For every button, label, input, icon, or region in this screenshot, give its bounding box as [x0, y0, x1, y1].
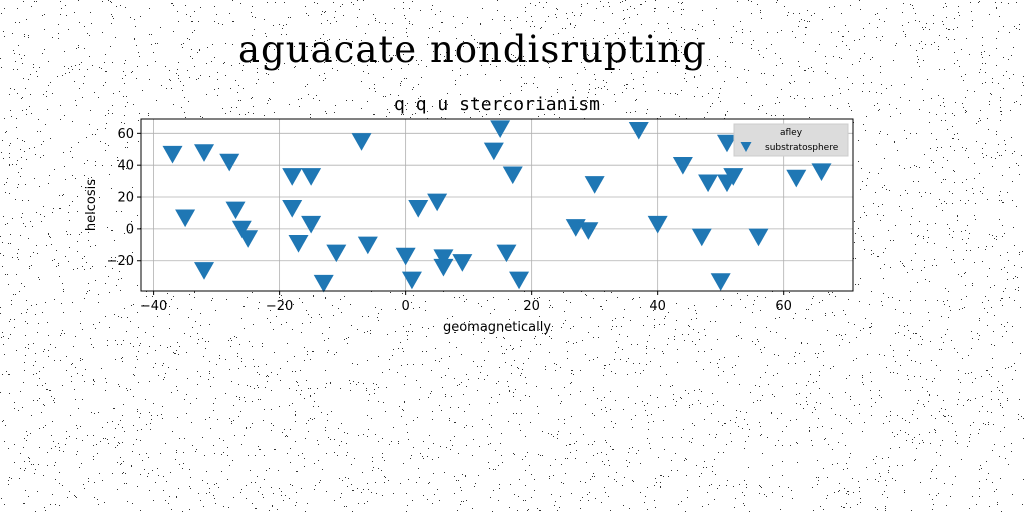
- data-point: [175, 209, 196, 228]
- x-axis-ticks: −40 −20 0 20 40 60: [140, 291, 792, 314]
- legend: afley substratosphere: [733, 123, 849, 157]
- data-point: [716, 134, 737, 153]
- data-point: [628, 121, 649, 140]
- data-point: [578, 222, 599, 240]
- data-point: [811, 163, 832, 181]
- data-point: [288, 235, 309, 253]
- legend-title: afley: [780, 128, 803, 138]
- data-point: [748, 228, 769, 247]
- legend-entry-label: substratosphere: [765, 143, 839, 153]
- y-tick-label: 20: [117, 191, 134, 206]
- data-point: [647, 215, 668, 234]
- data-point: [395, 247, 416, 266]
- data-point: [502, 166, 523, 185]
- y-axis-ticks: −20 0 20 40 60: [107, 127, 141, 269]
- data-point: [351, 133, 372, 151]
- data-point: [238, 230, 259, 248]
- x-tick-label: −40: [140, 299, 167, 314]
- data-point: [490, 120, 511, 138]
- y-axis-label: helcosis: [84, 179, 99, 231]
- data-point: [225, 201, 246, 220]
- y-tick-label: 0: [126, 222, 134, 237]
- data-point: [496, 244, 517, 263]
- data-point: [723, 168, 744, 186]
- data-point: [194, 262, 215, 280]
- data-point: [698, 174, 719, 193]
- data-point: [509, 271, 530, 290]
- x-axis-label: geomagnetically: [443, 320, 551, 335]
- x-tick-label: 40: [649, 299, 666, 314]
- data-point: [301, 168, 322, 186]
- legend-box: [733, 123, 849, 157]
- data-point: [433, 249, 454, 267]
- data-point: [194, 144, 215, 162]
- data-point: [691, 228, 712, 247]
- data-point: [427, 193, 448, 212]
- data-point: [326, 244, 347, 263]
- x-tick-label: −20: [266, 299, 293, 314]
- data-point: [710, 273, 731, 291]
- x-tick-label: 0: [401, 299, 409, 314]
- data-point: [162, 145, 183, 164]
- legend-marker-icon: [740, 142, 752, 152]
- grid: [141, 119, 853, 291]
- data-point: [231, 220, 252, 239]
- data-point: [313, 274, 334, 293]
- data-point: [357, 236, 378, 255]
- figure-title: aguacate nondisrupting: [238, 28, 707, 71]
- data-point: [483, 142, 504, 161]
- data-point: [584, 176, 605, 194]
- data-point: [282, 168, 303, 186]
- y-tick-label: −20: [107, 254, 134, 269]
- data-point: [786, 169, 807, 188]
- data-point: [301, 215, 322, 234]
- y-tick-label: 60: [117, 127, 134, 142]
- x-tick-label: 60: [775, 299, 792, 314]
- plot-frame: [140, 118, 854, 292]
- data-point: [282, 199, 303, 218]
- chart-title: q q u stercorianism: [394, 94, 600, 115]
- data-point: [408, 199, 429, 218]
- y-tick-label: 40: [117, 159, 134, 174]
- x-tick-label: 20: [523, 299, 540, 314]
- data-point: [401, 271, 422, 290]
- data-point: [672, 156, 693, 175]
- data-point: [452, 254, 473, 272]
- data-point: [433, 258, 454, 277]
- data-point: [219, 153, 240, 172]
